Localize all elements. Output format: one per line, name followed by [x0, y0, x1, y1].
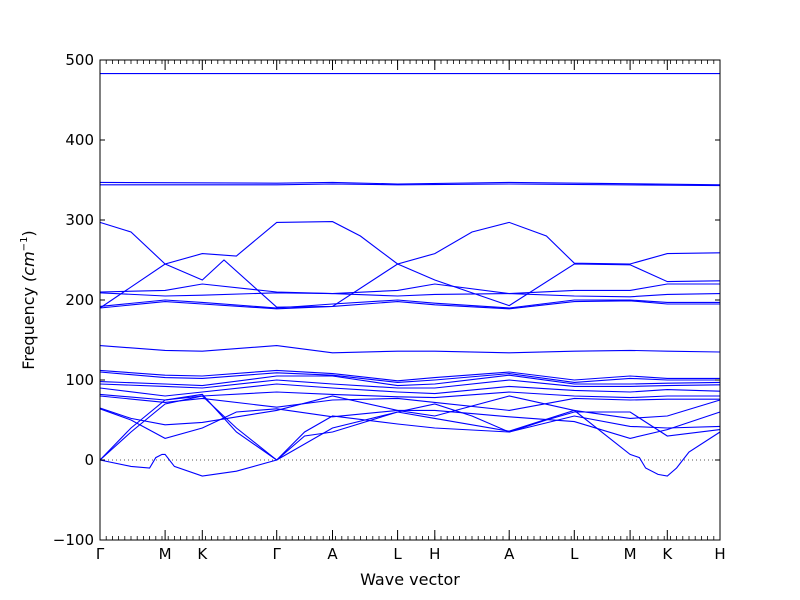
band-line-3 — [100, 183, 721, 187]
phonon-bands — [99, 73, 721, 477]
band-line-16 — [99, 391, 720, 401]
x-tick-label: H — [714, 545, 725, 563]
x-tick-label: K — [662, 545, 673, 563]
band-line-10 — [99, 345, 721, 354]
x-tick-label: Γ — [273, 545, 282, 563]
x-tick-label: A — [504, 545, 515, 563]
band-line-8 — [99, 299, 720, 309]
x-tick-label: M — [624, 545, 637, 563]
plot-frame — [99, 59, 721, 541]
band-line-2 — [99, 181, 721, 186]
y-tick-label: 200 — [65, 291, 94, 309]
band-line-11 — [99, 369, 720, 382]
band-line-7 — [99, 292, 721, 298]
x-tick-label: L — [570, 545, 579, 563]
y-tick-label: 300 — [65, 211, 94, 229]
y-tick-label: 400 — [65, 131, 94, 149]
band-line-20 — [99, 395, 721, 461]
band-line-5 — [99, 259, 721, 309]
band-line-9 — [99, 300, 720, 310]
band-line-23 — [276, 409, 721, 477]
band-line-14 — [99, 379, 721, 389]
y-tick-label: 100 — [65, 371, 94, 389]
y-tick-label: −100 — [53, 531, 94, 549]
y-tick-label: 500 — [65, 51, 94, 69]
y-axis-label: Frequency (cm−1) — [19, 230, 38, 369]
x-tick-label: H — [429, 545, 440, 563]
x-tick-label: L — [393, 545, 402, 563]
band-line-19 — [99, 408, 721, 439]
band-line-13 — [99, 374, 721, 387]
x-tick-label: M — [159, 545, 172, 563]
band-line-12 — [99, 371, 720, 383]
band-line-17 — [99, 395, 720, 411]
band-line-22 — [99, 453, 277, 477]
x-tick-label: A — [327, 545, 338, 563]
y-tick-label: 0 — [84, 451, 94, 469]
band-line-15 — [99, 383, 721, 397]
band-line-6 — [99, 283, 720, 295]
x-tick-label: K — [197, 545, 208, 563]
x-axis-label: Wave vector — [360, 570, 460, 589]
x-tick-label: Γ — [96, 545, 105, 563]
y-ticks: −100 0 100 200 300 400 500 — [53, 51, 720, 549]
